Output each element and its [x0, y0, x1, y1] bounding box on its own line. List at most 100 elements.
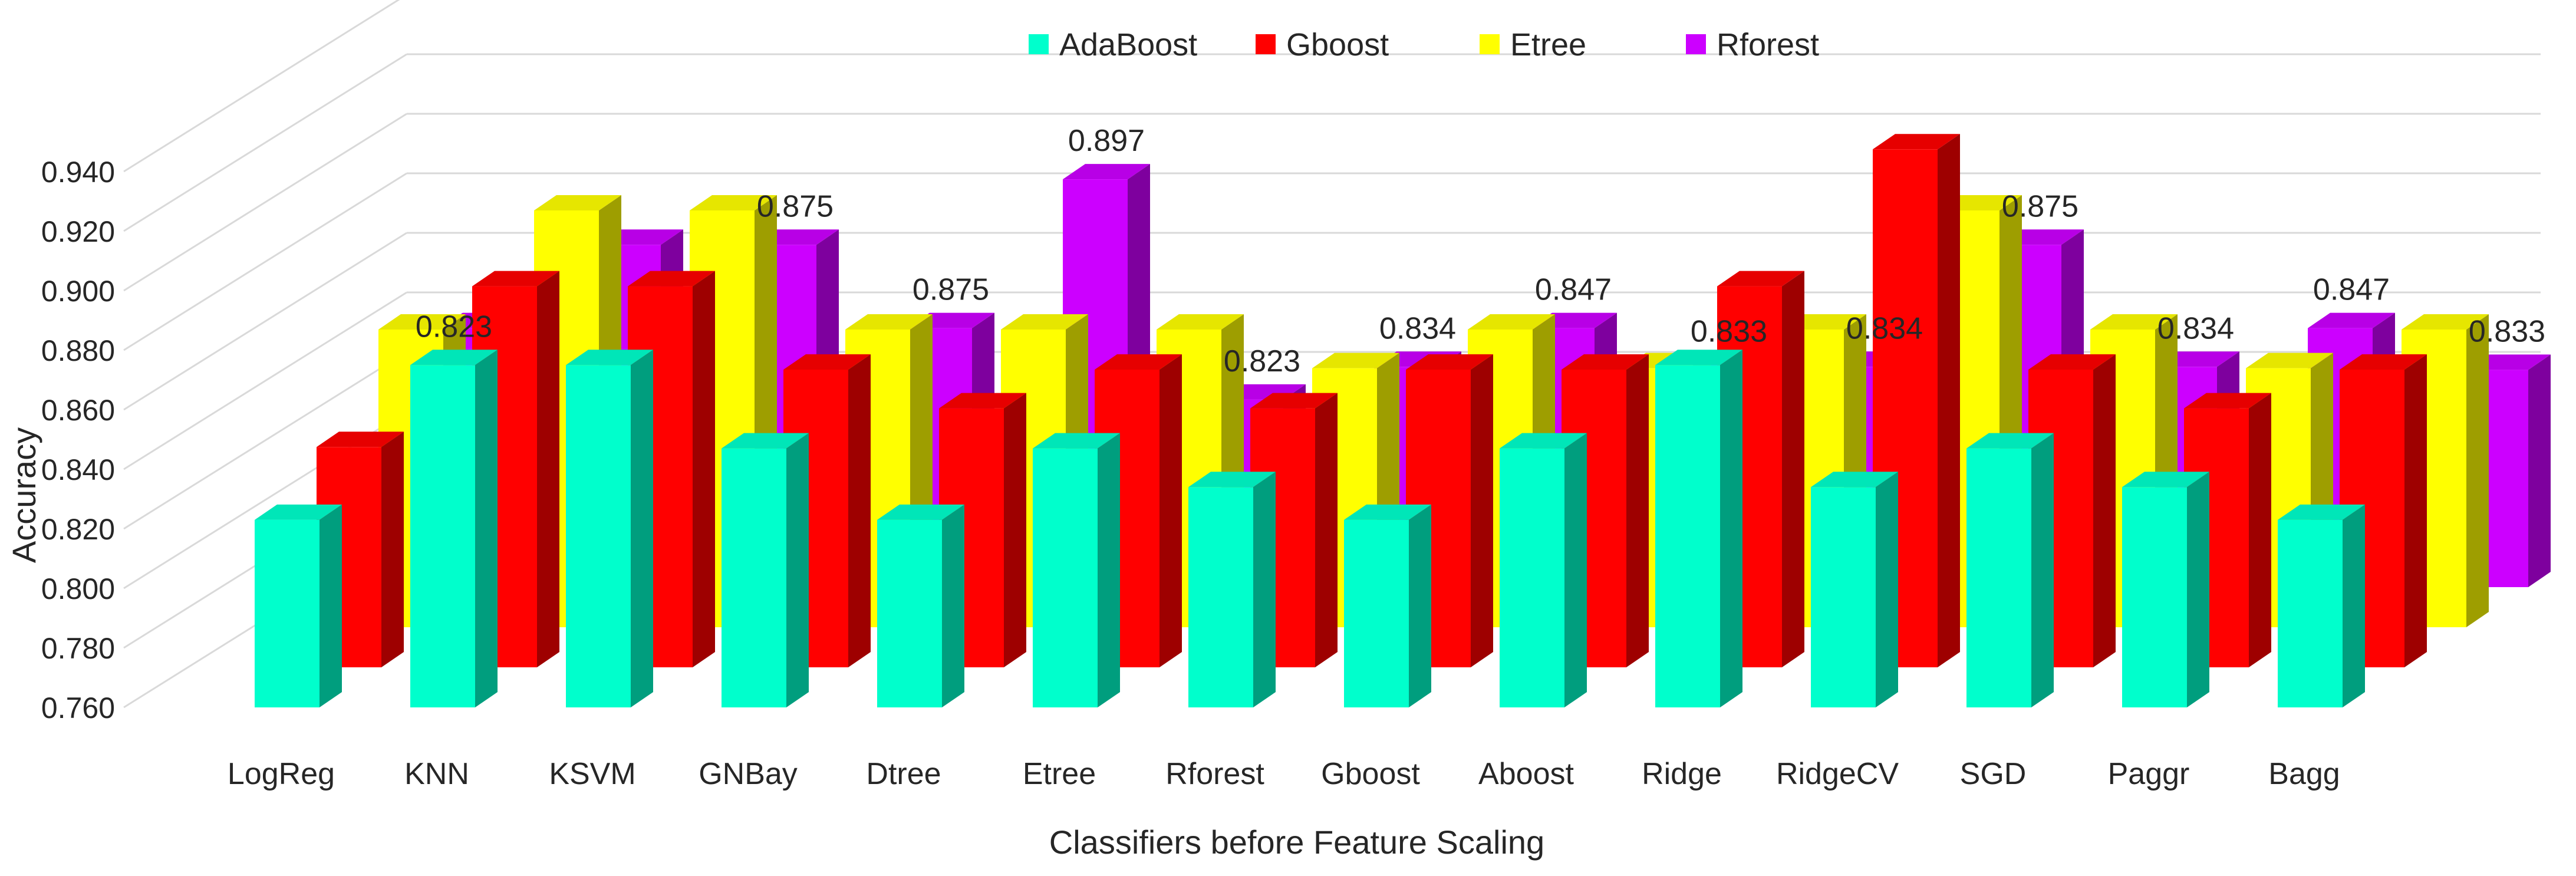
- y-tick-label: 0.820: [41, 513, 115, 546]
- legend-swatch: [1256, 34, 1276, 54]
- category-label: Rforest: [1165, 757, 1264, 791]
- bar-top: [1468, 314, 1555, 330]
- bar-side: [848, 354, 871, 667]
- bar-front: [410, 365, 475, 707]
- legend-item-etree: Etree: [1480, 27, 1586, 62]
- gridline-depth: [123, 53, 407, 232]
- bar-front: [2122, 487, 2187, 707]
- bar-side: [1409, 504, 1431, 707]
- bar-front: [1811, 487, 1876, 707]
- legend-swatch: [1686, 34, 1706, 54]
- gridline-depth: [123, 113, 407, 292]
- bar-etree-bagg: [2402, 314, 2489, 627]
- bar-top: [317, 432, 404, 447]
- category-label: Etree: [1023, 757, 1096, 791]
- bar-side: [1626, 354, 1649, 667]
- bar-side: [1004, 393, 1026, 667]
- bar-rforest-bagg: [2463, 354, 2551, 587]
- gridline-depth: [123, 172, 407, 351]
- bar-side: [319, 504, 342, 707]
- category-label: Gboost: [1321, 757, 1420, 791]
- bar-front: [1344, 519, 1409, 707]
- bar-top: [690, 195, 777, 210]
- bar-top: [2028, 354, 2116, 370]
- legend-item-rforest: Rforest: [1686, 27, 1819, 62]
- bar-side: [1782, 271, 1804, 668]
- bar-adaboost-bagg: [2278, 504, 2365, 707]
- bar-top: [939, 393, 1026, 409]
- bar-adaboost-dtree: [877, 504, 964, 707]
- bar-adaboost-logreg: [255, 504, 342, 707]
- bar-top: [1188, 472, 1276, 488]
- x-axis-title: Classifiers before Feature Scaling: [1049, 824, 1544, 861]
- bar-side: [537, 271, 559, 668]
- legend-label: Etree: [1510, 27, 1586, 62]
- bar-side: [631, 350, 653, 707]
- data-label: 0.897: [1068, 124, 1145, 158]
- bar-top: [255, 504, 342, 520]
- bar-front: [566, 365, 631, 707]
- bars: [255, 134, 2551, 707]
- bar-side: [1253, 472, 1276, 707]
- data-label: 0.833: [1691, 314, 1767, 348]
- bar-gboost-ridgecv: [1873, 134, 1960, 668]
- bar-side: [2528, 354, 2551, 587]
- bar-gboost-etree: [1095, 354, 1182, 667]
- gridline-depth: [123, 232, 407, 411]
- bar-side: [1938, 134, 1960, 668]
- bar-side: [475, 350, 498, 707]
- bar-side: [1564, 433, 1587, 707]
- y-tick-label: 0.800: [41, 572, 115, 605]
- bar-top: [845, 314, 933, 330]
- bar-front: [1966, 448, 2031, 707]
- bar-adaboost-gnbay: [722, 433, 809, 707]
- bar-top: [783, 354, 871, 370]
- bar-adaboost-ridgecv: [1811, 472, 1898, 707]
- y-axis-ticks: 0.760 0.780 0.800 0.820 0.840 0.860 0.880 0.900…: [41, 156, 115, 724]
- bar-side: [381, 432, 404, 667]
- bar-top: [1873, 134, 1960, 150]
- category-label: RidgeCV: [1776, 757, 1899, 791]
- category-label: KSVM: [549, 757, 635, 791]
- bar-top: [1033, 433, 1120, 449]
- bar-gboost-paggr: [2184, 393, 2271, 667]
- category-label: Ridge: [1642, 757, 1722, 791]
- bar-adaboost-sgd: [1966, 433, 2054, 707]
- bar-top: [628, 271, 715, 286]
- legend-label: Rforest: [1717, 27, 1819, 62]
- y-tick-label: 0.840: [41, 453, 115, 486]
- bar-top: [2246, 353, 2333, 368]
- legend: AdaBoost Gboost Etree Rforest: [1029, 27, 1819, 62]
- data-label: 0.847: [1535, 273, 1612, 307]
- data-label: 0.847: [2313, 273, 2390, 307]
- bar-side: [2343, 504, 2365, 707]
- bar-adaboost-gboost: [1344, 504, 1431, 707]
- bar-top: [1312, 353, 1399, 368]
- gridline-depth: [123, 291, 407, 470]
- legend-item-gboost: Gboost: [1256, 27, 1389, 62]
- y-tick-label: 0.860: [41, 394, 115, 427]
- legend-swatch: [1480, 34, 1500, 54]
- legend-label: Gboost: [1286, 27, 1389, 62]
- category-label: KNN: [404, 757, 469, 791]
- bar-top: [1966, 433, 2054, 449]
- category-label: LogReg: [228, 757, 335, 791]
- bar-front: [1033, 448, 1098, 707]
- bar-side: [1315, 393, 1338, 667]
- bar-side: [2187, 472, 2209, 707]
- gridline-depth: [123, 0, 400, 173]
- bar-gboost-logreg: [317, 432, 404, 667]
- bar-side: [2249, 393, 2271, 667]
- data-label: 0.833: [2469, 314, 2545, 348]
- bar-top: [378, 314, 466, 330]
- bar-side: [2466, 314, 2489, 627]
- y-tick-label: 0.920: [41, 215, 115, 248]
- bar-front: [2278, 519, 2343, 707]
- y-tick-label: 0.880: [41, 334, 115, 367]
- bar-side: [2093, 354, 2116, 667]
- bar-top: [1063, 164, 1150, 180]
- y-tick-label: 0.940: [41, 156, 115, 189]
- bar-adaboost-etree: [1033, 433, 1120, 707]
- category-label: Bagg: [2268, 757, 2340, 791]
- category-label: Paggr: [2108, 757, 2190, 791]
